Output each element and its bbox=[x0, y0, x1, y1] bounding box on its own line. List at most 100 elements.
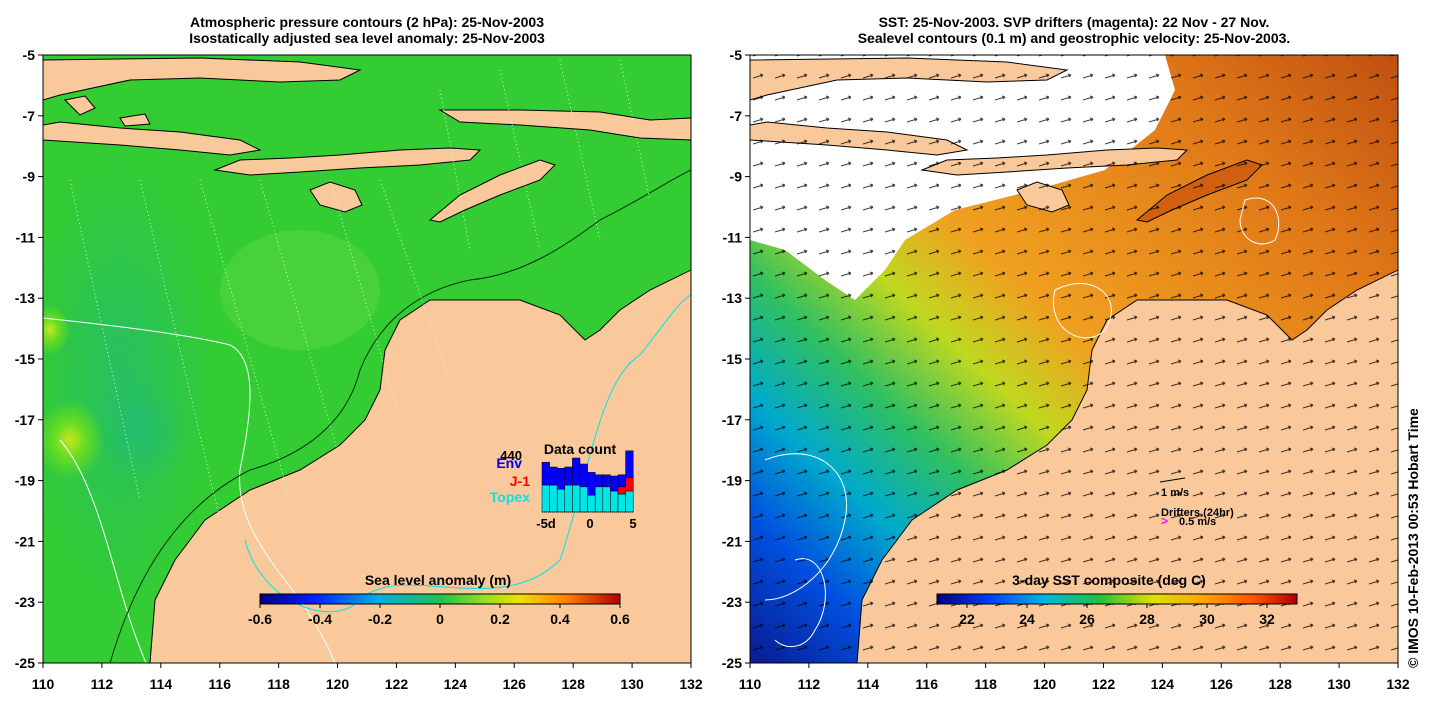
data-count-x-label: -5d bbox=[536, 516, 556, 531]
data-count-title: Data count bbox=[544, 441, 617, 457]
right-title-line2: Sealevel contours (0.1 m) and geostrophi… bbox=[857, 30, 1291, 46]
jason1-bar bbox=[617, 486, 626, 495]
sst-colorbar-label: 3-day SST composite (deg C) bbox=[1012, 572, 1206, 588]
lat-tick-label: -13 bbox=[722, 290, 742, 306]
nusa-tenggara-islands bbox=[213, 147, 482, 176]
lon-tick-label: 120 bbox=[326, 676, 350, 692]
lat-tick-label: -9 bbox=[23, 169, 36, 185]
topex-bar bbox=[617, 493, 626, 513]
lon-tick-label: 130 bbox=[620, 676, 644, 692]
lat-tick-label: -21 bbox=[722, 533, 742, 549]
lon-tick-label: 124 bbox=[1151, 676, 1175, 692]
colorbar-tick-label: 30 bbox=[1199, 611, 1215, 627]
sealevel-contour bbox=[764, 453, 847, 648]
sumba-island bbox=[309, 181, 363, 213]
right-title-line1: SST: 25-Nov-2003. SVP drifters (magenta)… bbox=[878, 14, 1270, 30]
lat-tick-label: -17 bbox=[15, 412, 35, 428]
lat-tick-label: -11 bbox=[723, 229, 743, 245]
right-axes: -5 -7 -9 -11 -13 -15 -17 -19 -21 -23 -25 110 112 114 1… bbox=[722, 47, 1410, 692]
left-title-line2: Isostatically adjusted sea level anomaly… bbox=[189, 30, 545, 46]
coastline-contour bbox=[244, 294, 691, 613]
sla-colorbar-ticks: -0.6 -0.4 -0.2 0 0.2 0.4 0.6 bbox=[248, 604, 630, 627]
topex-bar bbox=[610, 490, 619, 513]
data-count-max-label: 440 bbox=[500, 448, 522, 463]
lat-tick-label: -7 bbox=[23, 108, 36, 124]
pressure-contour bbox=[43, 317, 336, 663]
colorbar-tick-label: 0.2 bbox=[490, 611, 510, 627]
lon-tick-label: 122 bbox=[385, 676, 409, 692]
colorbar-tick-label: -0.2 bbox=[368, 611, 392, 627]
topex-bar bbox=[572, 484, 581, 513]
drifter-speed-label: 0.5 m/s bbox=[1179, 516, 1216, 528]
envisat-bar bbox=[572, 457, 581, 486]
imos-credit: © IMOS 10-Feb-2013 00:53 Hobart Time bbox=[1405, 408, 1421, 668]
lon-tick-label: 128 bbox=[1269, 676, 1293, 692]
data-count-x-label: 0 bbox=[586, 516, 593, 531]
lon-tick-label: 130 bbox=[1327, 676, 1351, 692]
lon-tick-label: 118 bbox=[267, 676, 290, 692]
lon-tick-label: 126 bbox=[503, 676, 527, 692]
lat-tick-label: -21 bbox=[15, 533, 35, 549]
colorbar-tick-label: -0.4 bbox=[308, 611, 332, 627]
lat-tick-label: -15 bbox=[15, 351, 35, 367]
envisat-bar bbox=[602, 474, 611, 488]
sulawesi-coast bbox=[43, 57, 362, 101]
topex-bar bbox=[541, 484, 550, 513]
lon-tick-label: 110 bbox=[739, 676, 762, 692]
topex-bar bbox=[594, 486, 604, 513]
lat-tick-label: -17 bbox=[722, 412, 742, 428]
colorbar-tick-label: 0.6 bbox=[610, 611, 630, 627]
topex-bar bbox=[625, 490, 634, 513]
lon-tick-label: 114 bbox=[150, 676, 173, 692]
sst-colorbar-ticks: 22 24 26 28 30 32 bbox=[959, 604, 1275, 627]
lon-tick-label: 120 bbox=[1033, 676, 1057, 692]
jason1-bar bbox=[625, 477, 634, 492]
colorbar-tick-label: 26 bbox=[1079, 611, 1095, 627]
lat-tick-label: -5 bbox=[730, 47, 743, 63]
legend-source-env: Env bbox=[496, 455, 522, 471]
lon-tick-label: 124 bbox=[444, 676, 468, 692]
lat-tick-label: -9 bbox=[730, 169, 743, 185]
lon-tick-label: 116 bbox=[208, 676, 231, 692]
lat-tick-label: -5 bbox=[23, 47, 36, 63]
colorbar-tick-label: 22 bbox=[959, 611, 975, 627]
envisat-bar bbox=[541, 461, 550, 486]
lon-tick-label: 126 bbox=[1210, 676, 1234, 692]
satellite-track bbox=[69, 59, 651, 521]
velocity-legend-label: 1 m/s bbox=[1161, 487, 1189, 499]
lon-tick-label: 114 bbox=[857, 676, 880, 692]
envisat-bar bbox=[579, 463, 588, 488]
lat-tick-label: -19 bbox=[15, 473, 35, 489]
left-panel-title: Atmospheric pressure contours (2 hPa): 2… bbox=[43, 14, 691, 46]
sealevel-contour bbox=[1052, 197, 1280, 339]
data-count-inset: Data count 440 Env J-1 Topex -5d 0 5 bbox=[490, 441, 637, 531]
lon-tick-label: 116 bbox=[915, 676, 938, 692]
lon-tick-label: 112 bbox=[91, 676, 114, 692]
lon-tick-label: 110 bbox=[32, 676, 55, 692]
envisat-bar bbox=[556, 467, 566, 490]
australia-landmass bbox=[149, 269, 691, 663]
drifters-legend-label: Drifters (24hr) bbox=[1161, 507, 1234, 519]
sst-colorbar bbox=[936, 593, 1298, 605]
bathymetry-contour bbox=[109, 169, 691, 663]
lat-tick-label: -25 bbox=[15, 655, 35, 671]
topex-bar bbox=[579, 486, 588, 513]
pressure-contour bbox=[59, 439, 147, 663]
lat-tick-label: -13 bbox=[15, 290, 35, 306]
sla-colorbar bbox=[259, 593, 621, 605]
colorbar-tick-label: 0 bbox=[436, 611, 444, 627]
lon-tick-label: 122 bbox=[1092, 676, 1116, 692]
legend-source-topex: Topex bbox=[490, 489, 530, 505]
colorbar-tick-label: 32 bbox=[1259, 611, 1275, 627]
sla-colorbar-label: Sea level anomaly (m) bbox=[365, 572, 511, 588]
colorbar-tick-label: -0.6 bbox=[248, 611, 272, 627]
topex-bar bbox=[587, 494, 596, 513]
topex-bar bbox=[564, 484, 573, 513]
sea-level-anomaly-map: -5 -7 -9 -11 -13 -15 -17 -19 -21 -23 -25 110 112 114 1… bbox=[15, 47, 703, 692]
velocity-legend-arrow bbox=[1159, 477, 1186, 483]
envisat-bar bbox=[594, 474, 604, 488]
lon-tick-label: 128 bbox=[562, 676, 586, 692]
envisat-bar bbox=[625, 450, 634, 479]
topex-bar bbox=[602, 486, 611, 513]
envisat-bar bbox=[549, 466, 558, 486]
